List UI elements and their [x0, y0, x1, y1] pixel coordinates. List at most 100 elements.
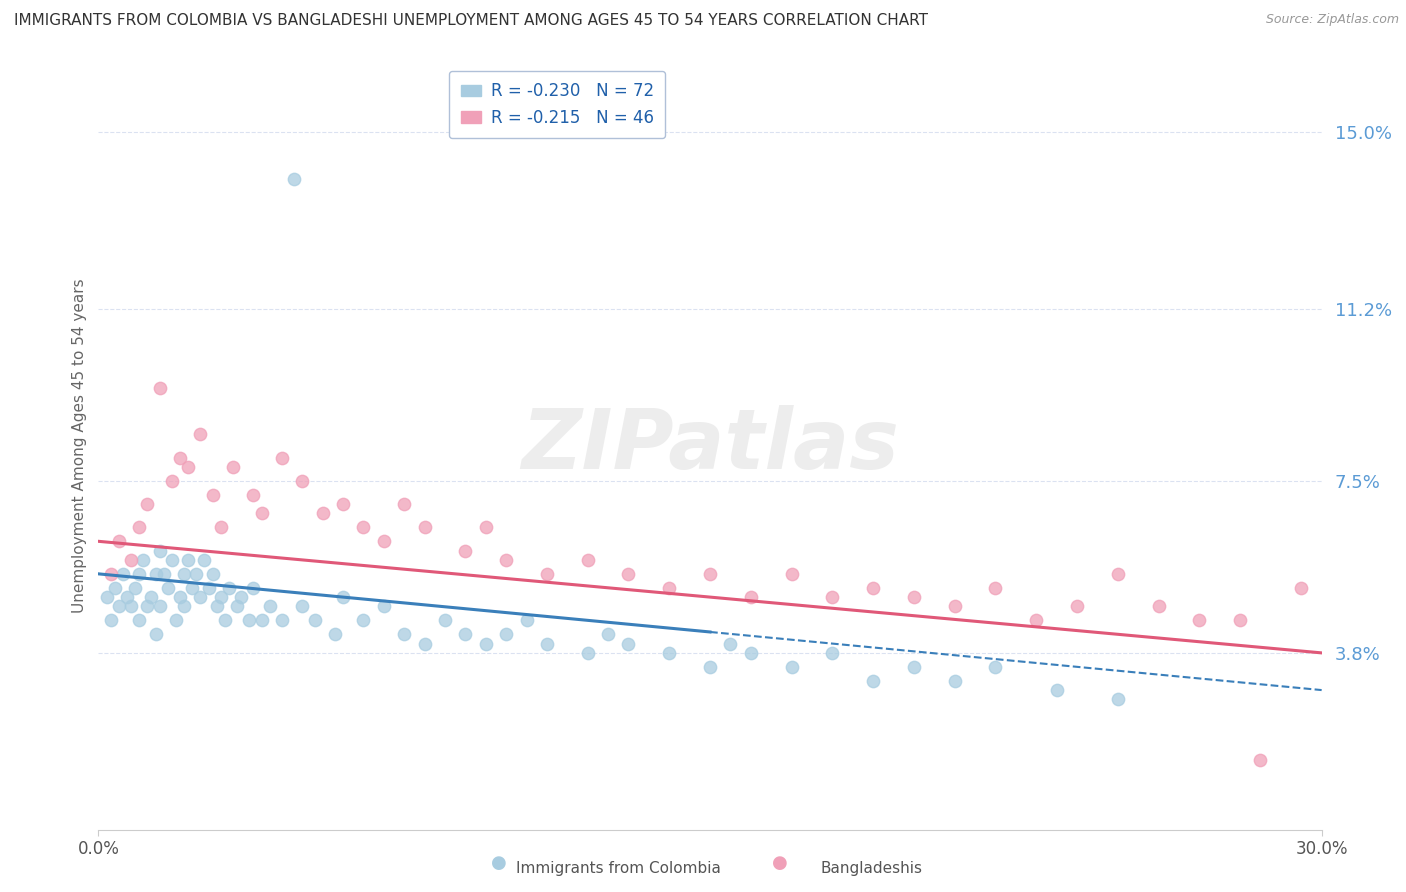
Point: [392, 497, 416, 511]
Point: [862, 673, 884, 688]
Point: [1229, 613, 1251, 627]
Point: [181, 581, 204, 595]
Point: [699, 660, 721, 674]
Point: [120, 599, 142, 614]
Text: IMMIGRANTS FROM COLOMBIA VS BANGLADESHI UNEMPLOYMENT AMONG AGES 45 TO 54 YEARS C: IMMIGRANTS FROM COLOMBIA VS BANGLADESHI …: [14, 13, 928, 29]
Point: [160, 474, 183, 488]
Point: [576, 646, 599, 660]
Point: [250, 613, 273, 627]
Point: [188, 427, 212, 442]
Point: [943, 673, 966, 688]
Point: [242, 581, 264, 595]
Point: [352, 520, 374, 534]
Point: [169, 450, 191, 465]
Legend: R = -0.230   N = 72, R = -0.215   N = 46: R = -0.230 N = 72, R = -0.215 N = 46: [449, 70, 665, 138]
Point: [1107, 566, 1129, 581]
Point: [373, 599, 395, 614]
Point: [238, 613, 260, 627]
Point: [903, 660, 925, 674]
Point: [1291, 581, 1313, 595]
Text: ●: ●: [491, 855, 508, 872]
Point: [188, 590, 212, 604]
Point: [214, 613, 236, 627]
Point: [780, 660, 803, 674]
Point: [218, 581, 240, 595]
Text: Immigrants from Colombia: Immigrants from Colombia: [516, 861, 721, 876]
Point: [197, 581, 219, 595]
Point: [177, 459, 200, 474]
Point: [1188, 613, 1211, 627]
Point: [291, 599, 314, 614]
Text: Bangladeshis: Bangladeshis: [821, 861, 922, 876]
Point: [111, 566, 134, 581]
Point: [862, 581, 884, 595]
Text: Source: ZipAtlas.com: Source: ZipAtlas.com: [1265, 13, 1399, 27]
Point: [128, 566, 150, 581]
Point: [156, 581, 179, 595]
Point: [1025, 613, 1047, 627]
Point: [474, 520, 498, 534]
Point: [242, 488, 264, 502]
Point: [96, 590, 118, 604]
Point: [304, 613, 326, 627]
Point: [205, 599, 228, 614]
Point: [596, 627, 619, 641]
Text: ●: ●: [772, 855, 789, 872]
Point: [250, 507, 273, 521]
Point: [413, 637, 436, 651]
Point: [173, 599, 195, 614]
Point: [149, 599, 172, 614]
Text: ZIPatlas: ZIPatlas: [522, 406, 898, 486]
Point: [312, 507, 335, 521]
Point: [903, 590, 925, 604]
Point: [352, 613, 374, 627]
Point: [149, 381, 172, 395]
Point: [392, 627, 416, 641]
Point: [201, 488, 224, 502]
Point: [699, 566, 721, 581]
Point: [576, 553, 599, 567]
Point: [136, 599, 159, 614]
Point: [165, 613, 187, 627]
Point: [516, 613, 538, 627]
Point: [984, 581, 1007, 595]
Point: [780, 566, 803, 581]
Point: [454, 627, 477, 641]
Point: [201, 566, 224, 581]
Point: [495, 553, 517, 567]
Point: [740, 590, 762, 604]
Point: [100, 566, 122, 581]
Point: [120, 553, 142, 567]
Point: [270, 450, 294, 465]
Point: [617, 637, 640, 651]
Point: [323, 627, 346, 641]
Point: [821, 590, 844, 604]
Point: [173, 566, 195, 581]
Point: [1249, 753, 1271, 767]
Point: [145, 627, 167, 641]
Point: [177, 553, 200, 567]
Point: [454, 543, 477, 558]
Point: [617, 566, 640, 581]
Point: [132, 553, 155, 567]
Point: [169, 590, 191, 604]
Point: [141, 590, 163, 604]
Point: [373, 534, 395, 549]
Point: [283, 171, 305, 186]
Point: [104, 581, 127, 595]
Point: [1147, 599, 1170, 614]
Point: [226, 599, 249, 614]
Point: [433, 613, 456, 627]
Point: [152, 566, 174, 581]
Point: [536, 637, 558, 651]
Point: [270, 613, 294, 627]
Point: [291, 474, 314, 488]
Point: [222, 459, 245, 474]
Point: [984, 660, 1007, 674]
Point: [1107, 692, 1129, 706]
Point: [943, 599, 966, 614]
Point: [1045, 683, 1069, 698]
Point: [209, 590, 232, 604]
Point: [821, 646, 844, 660]
Point: [740, 646, 762, 660]
